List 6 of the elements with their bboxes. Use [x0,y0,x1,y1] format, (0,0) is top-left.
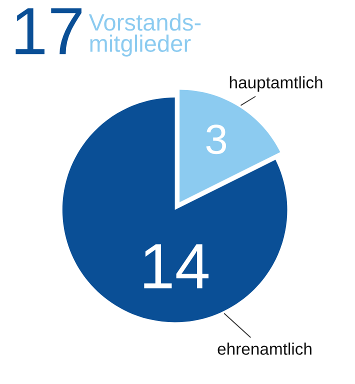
slice-label: hauptamtlich [230,76,322,92]
data-label: 14 [144,244,209,288]
data-label: 3 [206,124,226,154]
chart-subtitle: Vorstands- mitglieder [88,13,201,57]
chart-title: 17 [16,8,82,54]
slice-label: ehrenamtlich [218,342,312,355]
